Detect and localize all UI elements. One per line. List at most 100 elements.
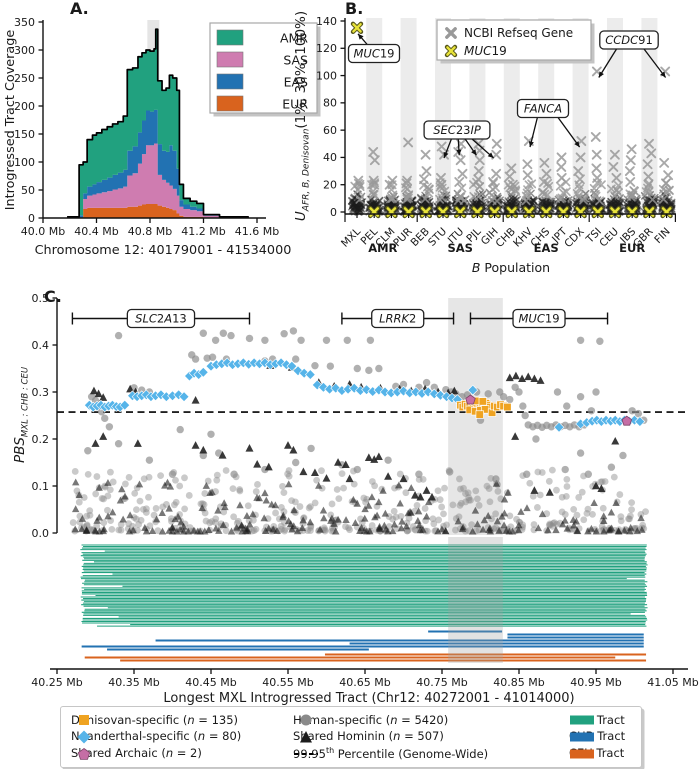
shared-hominin-point xyxy=(219,521,227,529)
refseq-gene-outlier xyxy=(504,171,515,182)
human-specific-point xyxy=(616,491,624,498)
shared-hominin-point xyxy=(536,376,545,384)
human-specific-point xyxy=(486,498,494,506)
human-specific-point xyxy=(139,506,147,513)
shared-hominin-point xyxy=(126,511,134,519)
annotation-arrow-sec23ip-head xyxy=(487,152,494,158)
shared-hominin-point xyxy=(569,515,577,523)
x-tick-label: 40.8 Mb xyxy=(128,225,172,238)
shared-hominin-point xyxy=(592,527,601,535)
cluster-beb xyxy=(416,149,436,219)
human-specific-point xyxy=(280,330,288,338)
refseq-gene-outlier xyxy=(592,172,603,183)
shared-hominin-point xyxy=(368,493,376,501)
shared-hominin-point xyxy=(530,374,539,383)
human-specific-point xyxy=(419,476,427,483)
human-specific-point xyxy=(587,407,596,415)
refseq-gene-outlier xyxy=(541,168,552,179)
shared-hominin-point xyxy=(515,521,523,529)
human-specific-point xyxy=(576,449,585,457)
shared-hominin-point xyxy=(298,524,306,532)
shared-hominin-point xyxy=(364,501,373,509)
human-specific-point xyxy=(333,486,341,493)
refseq-gene-outlier xyxy=(436,179,447,190)
refseq-gene-outlier xyxy=(556,152,567,163)
x-tick-label: 40.95 Mb xyxy=(570,676,621,689)
neanderthal-specific-point xyxy=(348,382,360,394)
shared-hominin-point xyxy=(600,512,608,520)
human-specific-point xyxy=(589,510,596,518)
human-specific-point xyxy=(69,519,77,526)
shared-hominin-point xyxy=(364,453,373,461)
human-specific-point xyxy=(456,475,463,483)
shared-hominin-point xyxy=(414,517,422,524)
refseq-gene-point xyxy=(488,184,498,194)
ceu-tracts xyxy=(84,653,647,662)
legend-item-label: Denisovan-specific (n = 135) xyxy=(71,712,239,727)
shared-hominin-point xyxy=(227,527,236,535)
human-specific-point xyxy=(449,501,457,509)
human-specific-point xyxy=(304,527,312,534)
annotation-box-ccdc91 xyxy=(599,30,659,50)
shared-hominin-point xyxy=(264,462,273,471)
shared-hominin-point xyxy=(236,501,244,509)
human-specific-point xyxy=(546,520,554,528)
human-specific-point xyxy=(168,470,177,478)
annotation-arrow-fanca-head xyxy=(528,141,534,148)
human-specific-point xyxy=(172,498,180,506)
refseq-gene-outlier xyxy=(643,171,654,182)
x-tick-label: 40.35 Mb xyxy=(108,676,159,689)
gene-label-lrrk2: LRRK2 xyxy=(379,312,416,326)
human-specific-point xyxy=(233,519,241,527)
human-specific-point xyxy=(279,482,286,490)
x-tick-label: 40.75 Mb xyxy=(416,676,467,689)
shared-hominin-point xyxy=(285,480,293,488)
refseq-gene-outlier xyxy=(436,141,447,152)
legend-refseq-marker xyxy=(445,27,457,39)
y-tick-label: 80 xyxy=(323,97,337,110)
shared-hominin-point xyxy=(176,525,184,533)
panel-c-letter: C. xyxy=(44,287,62,306)
group-label-amr: AMR xyxy=(368,241,397,255)
human-specific-point xyxy=(576,336,585,344)
refseq-gene-outlier xyxy=(473,174,484,185)
shared-hominin-point xyxy=(168,523,176,531)
human-specific-point xyxy=(307,503,314,511)
annotation-label-fanca: FANCA xyxy=(524,102,562,116)
shared-hominin-point xyxy=(279,511,287,519)
legend-item-neanderthalspecific: Neanderthal-specific (n = 80) xyxy=(71,729,289,746)
human-specific-point xyxy=(405,514,413,522)
human-specific-point xyxy=(368,478,376,485)
human-specific-point xyxy=(199,329,207,337)
human-specific-point xyxy=(384,456,392,464)
annotation-arrow-sec23ip-head xyxy=(456,149,462,156)
human-specific-point xyxy=(573,511,581,519)
human-specific-point xyxy=(446,468,454,476)
neanderthal-specific-point xyxy=(178,391,190,403)
muc19-point-mxl xyxy=(352,23,362,33)
human-specific-point xyxy=(561,465,569,474)
human-specific-point xyxy=(366,336,375,344)
shared-hominin-point xyxy=(438,525,446,533)
annotation-arrow-sec23ip-head xyxy=(471,149,477,156)
shared-hominin-point xyxy=(544,526,552,534)
shared-hominin-point xyxy=(530,486,539,494)
gene-box-slc2a13 xyxy=(126,308,196,329)
shared-hominin-point xyxy=(375,498,383,506)
shared-hominin-point xyxy=(615,527,623,535)
shared-hominin-point xyxy=(78,514,87,522)
highlight-band-tracts xyxy=(448,537,503,663)
human-specific-point xyxy=(483,482,491,490)
human-specific-point xyxy=(254,481,261,488)
shared-hominin-point xyxy=(95,483,103,491)
human-specific-point xyxy=(506,512,514,520)
y-tick-label: 0.2 xyxy=(32,433,50,446)
cluster-jpt xyxy=(554,152,573,219)
human-specific-point xyxy=(456,501,464,509)
shared-hominin-point xyxy=(486,524,494,532)
human-specific-point xyxy=(146,522,154,530)
human-specific-point xyxy=(230,513,238,521)
shared-hominin-point xyxy=(245,444,254,452)
shared-hominin-point xyxy=(366,527,374,535)
